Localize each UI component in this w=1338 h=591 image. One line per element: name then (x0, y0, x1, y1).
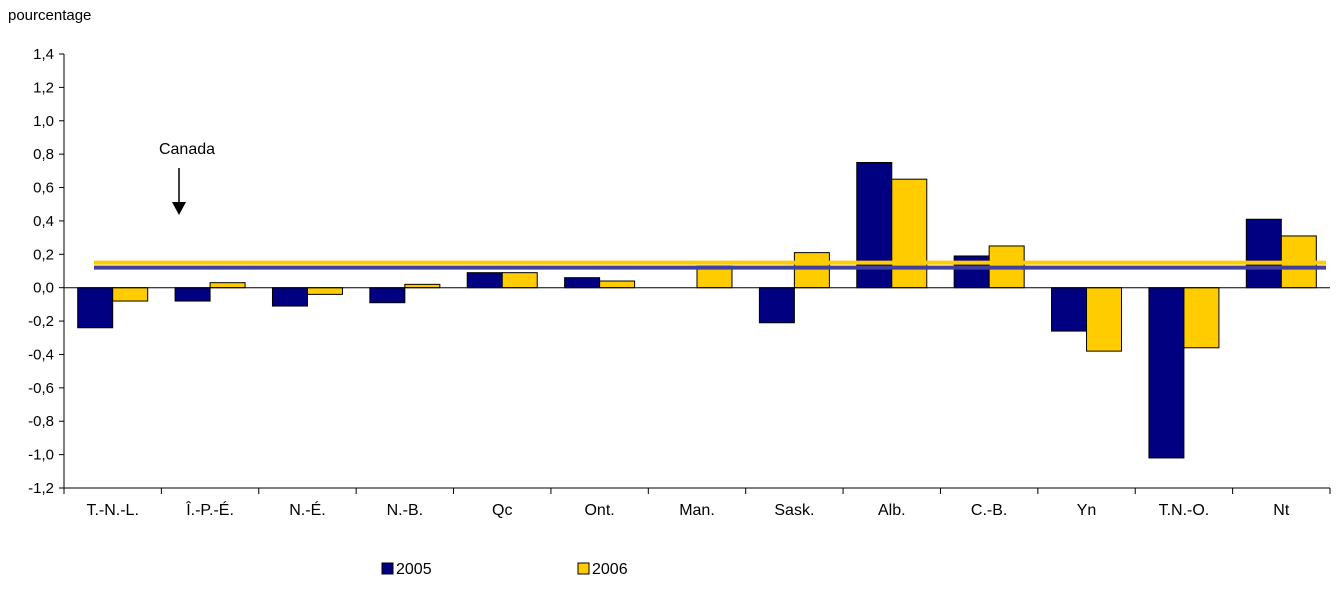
bar-2006 (112, 287, 149, 302)
bar-2005 (1051, 287, 1088, 332)
y-axis-title: pourcentage (8, 7, 91, 24)
canada-annotation-label: Canada (159, 141, 215, 158)
x-tick-label: Man. (679, 502, 715, 519)
bar-2005 (758, 287, 795, 324)
x-tick-label: Qc (492, 502, 512, 519)
x-tick-label: Alb. (878, 502, 906, 519)
canada-annotation: Canada (159, 141, 215, 215)
y-tick-label: 0,6 (33, 180, 54, 197)
y-tick-label: -0,8 (28, 413, 54, 430)
bar-2005 (1148, 287, 1185, 459)
y-tick-label: -0,4 (28, 346, 54, 363)
x-tick-label: Yn (1077, 502, 1097, 519)
legend-label-2006: 2006 (592, 561, 628, 578)
x-tick-label: Î.-P.-É. (185, 500, 234, 519)
bar-2006 (209, 282, 246, 289)
bar-2006 (404, 283, 441, 289)
bar-2006 (1183, 287, 1220, 349)
bar-2006 (599, 280, 636, 289)
y-tick-label: 0,4 (33, 213, 54, 230)
y-tick-label: -1,2 (28, 480, 54, 497)
bar-2006 (1086, 287, 1123, 352)
y-tick-label: 1,2 (33, 79, 54, 96)
x-tick-label: N.-É. (289, 500, 325, 519)
x-tick-label: Sask. (774, 502, 814, 519)
canada-annotation-arrow-head (172, 202, 186, 215)
y-tick-label: -1,0 (28, 447, 54, 464)
y-tick-label: 1,4 (33, 46, 54, 63)
x-tick-label: C.-B. (971, 502, 1007, 519)
x-tick-label: Ont. (584, 502, 614, 519)
x-tick-label: Nt (1273, 502, 1290, 519)
y-tick-label: 0,8 (33, 146, 54, 163)
bar-2006 (501, 272, 538, 289)
bar-2005 (369, 287, 406, 304)
x-tick-label: T.-N.-L. (86, 502, 138, 519)
y-tick-label: -0,6 (28, 380, 54, 397)
bar-2005 (564, 277, 601, 289)
legend-swatch-2006 (577, 562, 590, 575)
y-tick-label: -0,2 (28, 313, 54, 330)
legend-label-2005: 2005 (396, 561, 432, 578)
y-tick-label: 1,0 (33, 113, 54, 130)
y-tick-label: 0,2 (33, 246, 54, 263)
x-tick-label: N.-B. (387, 502, 423, 519)
bar-2005 (1245, 218, 1282, 289)
legend: 2005 2006 (381, 561, 628, 578)
bar-2006 (793, 252, 830, 289)
bar-2005 (271, 287, 308, 307)
bar-2005 (466, 272, 503, 289)
x-tick-label: T.N.-O. (1159, 502, 1210, 519)
bar-2005 (174, 287, 211, 302)
y-tick-label: 0,0 (33, 280, 54, 297)
plot-area: 1,4 1,2 1,0 0,8 0,6 0,4 0,2 0,0 -0,2 -0,4 -0,6 -0,8… (28, 46, 1331, 519)
bar-2005 (77, 287, 114, 329)
legend-swatch-2005 (381, 562, 394, 575)
bar-2006 (891, 178, 928, 289)
bar-2006 (306, 287, 343, 295)
